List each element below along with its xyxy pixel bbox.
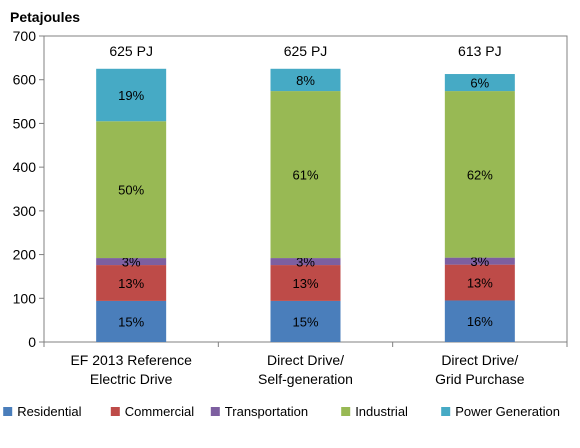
bar-segment-power-generation — [96, 68, 167, 122]
data-label: 13% — [467, 276, 493, 291]
y-tick-label: 0 — [28, 334, 36, 350]
bar-segment-transportation — [96, 258, 167, 266]
bar-segment-residential — [444, 300, 515, 342]
x-category-label: EF 2013 Reference — [70, 352, 192, 368]
data-label: 15% — [118, 314, 144, 329]
bar-segment-commercial — [444, 264, 515, 301]
data-label: 50% — [118, 183, 144, 198]
legend-label: Industrial — [355, 404, 408, 419]
legend-label: Transportation — [225, 404, 308, 419]
legend-swatch-residential — [3, 407, 13, 416]
legend-swatch-industrial — [341, 407, 351, 416]
y-axis-label: Petajoules — [10, 9, 80, 25]
x-category-label: Self-generation — [258, 371, 353, 387]
data-label: 62% — [467, 167, 493, 182]
y-tick-label: 600 — [13, 72, 37, 88]
bar-segment-commercial — [270, 265, 341, 301]
legend-swatch-commercial — [110, 407, 120, 416]
bar-total-label: 613 PJ — [458, 43, 502, 59]
data-label: 6% — [470, 76, 489, 91]
y-tick-label: 200 — [13, 247, 37, 263]
legend-label: Commercial — [125, 404, 194, 419]
data-label: 16% — [467, 314, 493, 329]
x-category-label: Direct Drive/ — [267, 352, 344, 368]
legend-swatch-power-generation — [441, 407, 451, 416]
data-label: 8% — [296, 73, 315, 88]
y-tick-label: 400 — [13, 159, 37, 175]
bar-segment-power-generation — [270, 68, 341, 92]
x-category-label: Direct Drive/ — [441, 352, 518, 368]
y-tick-label: 100 — [13, 290, 37, 306]
y-tick-label: 500 — [13, 115, 37, 131]
data-label: 13% — [292, 276, 318, 291]
bar-segment-transportation — [444, 257, 515, 265]
data-label: 3% — [296, 255, 315, 270]
bar-segment-transportation — [270, 258, 341, 266]
bar-segment-residential — [96, 300, 167, 342]
y-tick-label: 700 — [13, 28, 37, 44]
data-label: 13% — [118, 276, 144, 291]
data-label: 19% — [118, 88, 144, 103]
legend-label: Residential — [17, 404, 81, 419]
data-label: 61% — [292, 168, 318, 183]
bar-segment-industrial — [96, 121, 167, 259]
data-label: 15% — [292, 314, 318, 329]
data-label: 3% — [122, 255, 141, 270]
x-category-label: Electric Drive — [90, 371, 173, 387]
legend-swatch-transportation — [210, 407, 220, 416]
y-tick-label: 300 — [13, 203, 37, 219]
data-label: 3% — [470, 254, 489, 269]
bar-total-label: 625 PJ — [284, 43, 328, 59]
legend-label: Power Generation — [455, 404, 560, 419]
bar-segment-industrial — [270, 91, 341, 259]
bar-segment-power-generation — [444, 74, 515, 92]
bar-segment-commercial — [96, 265, 167, 301]
x-category-label: Grid Purchase — [435, 371, 525, 387]
bar-segment-residential — [270, 300, 341, 342]
bar-total-label: 625 PJ — [109, 43, 153, 59]
bar-segment-industrial — [444, 91, 515, 258]
